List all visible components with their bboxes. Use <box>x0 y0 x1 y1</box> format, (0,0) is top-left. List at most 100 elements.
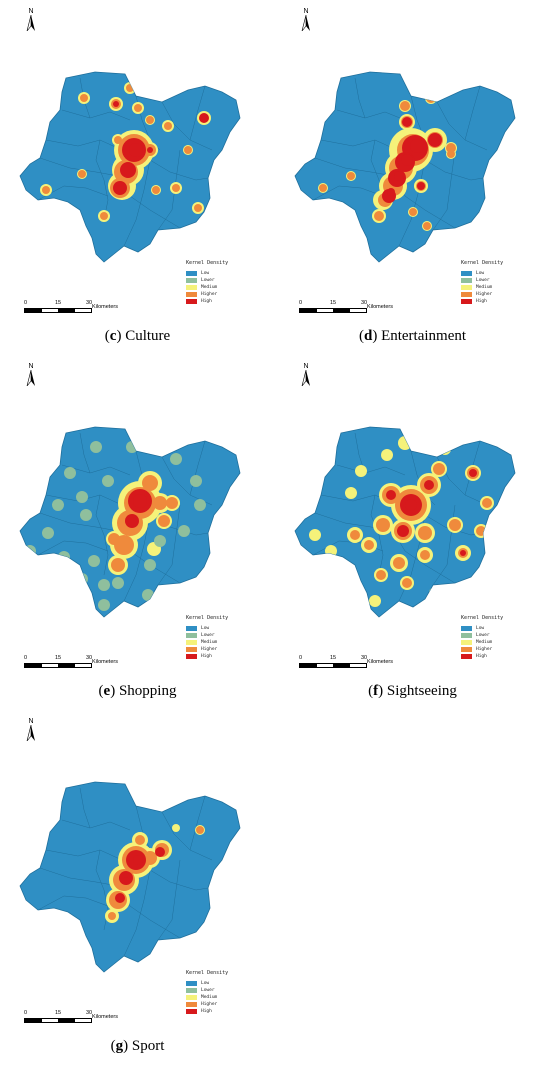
density-hotspot <box>199 113 209 123</box>
legend-item: Low <box>461 625 503 632</box>
scale-tick-label: 30 <box>86 300 93 306</box>
north-label: N <box>303 363 309 370</box>
district-boundary <box>354 77 366 119</box>
legend-swatch <box>461 626 472 631</box>
scale-bar: 0 15 30 Kilometers <box>299 655 429 668</box>
district-boundary <box>45 139 123 151</box>
legend-label: Low <box>476 271 485 276</box>
legend-swatch <box>461 299 472 304</box>
density-hotspot <box>325 545 337 557</box>
density-hotspot <box>80 509 92 521</box>
legend-swatch <box>461 285 472 290</box>
density-hotspot <box>115 893 125 903</box>
panel-letter: c <box>109 328 117 344</box>
legend-swatch <box>186 981 197 986</box>
density-hotspot <box>108 912 116 920</box>
legend-swatch <box>461 654 472 659</box>
legend-item: Medium <box>461 284 503 291</box>
map-legend: Kernel Density Low Lower Medium Higher High <box>461 615 503 660</box>
density-hotspot <box>76 491 88 503</box>
density-hotspot <box>423 222 431 230</box>
legend-swatch <box>461 271 472 276</box>
legend-item: Lower <box>186 987 228 994</box>
density-hotspot <box>24 545 36 557</box>
density-hotspot <box>172 184 180 192</box>
district-boundary <box>39 867 119 887</box>
district-boundary <box>61 819 131 831</box>
density-hotspot <box>418 526 432 540</box>
scale-tick-label: 0 <box>299 655 303 661</box>
scale-bar-graphic <box>24 308 92 313</box>
legend-title: Kernel Density <box>186 615 229 621</box>
density-hotspot <box>347 172 355 180</box>
density-hotspot <box>126 84 134 92</box>
legend-label: Low <box>201 981 210 986</box>
legend-swatch <box>186 647 197 652</box>
legend-swatch <box>186 988 197 993</box>
legend-label: Lower <box>201 278 215 283</box>
district-boundary <box>157 504 181 586</box>
legend-item: Higher <box>186 646 228 653</box>
legend-label: Higher <box>476 647 493 652</box>
density-hotspot <box>153 496 167 510</box>
legend-label: Higher <box>201 647 218 652</box>
scale-tick-label: 30 <box>361 655 368 661</box>
legend-swatch <box>461 278 472 283</box>
density-hotspot <box>147 147 153 153</box>
scale-tick-label: 0 <box>299 300 303 306</box>
density-hotspot <box>449 519 461 531</box>
density-hotspot <box>405 499 417 511</box>
district-boundary <box>161 101 213 151</box>
panel-caption: (e) Shopping <box>98 683 177 699</box>
legend-swatch <box>186 626 197 631</box>
legend-item: Higher <box>461 646 503 653</box>
map-panel-shopping: N Kernel Density Low Lower Medium Higher High 0… <box>0 355 275 710</box>
scale-unit-label: Kilometers <box>92 659 118 665</box>
legend-title: Kernel Density <box>461 615 504 621</box>
north-arrow-icon <box>26 724 35 742</box>
density-hotspot <box>350 530 360 540</box>
legend-item: High <box>186 653 228 660</box>
panel-name: Entertainment <box>377 328 467 344</box>
legend-title: Kernel Density <box>186 260 229 266</box>
density-hotspot <box>355 465 367 477</box>
north-arrow: N <box>26 363 36 388</box>
density-map-shopping <box>19 426 241 618</box>
legend-title: Kernel Density <box>461 260 504 266</box>
legend-label: Medium <box>201 640 218 645</box>
legend-label: Lower <box>476 278 490 283</box>
district-boundary <box>149 869 209 891</box>
density-hotspot <box>158 515 170 527</box>
density-hotspot <box>364 540 374 550</box>
district-boundary <box>149 159 209 181</box>
map-legend: Kernel Density Low Lower Medium Higher High <box>186 615 228 660</box>
legend-item: Lower <box>186 632 228 639</box>
scale-bar: 0 15 30 Kilometers <box>24 300 154 313</box>
district-boundary <box>161 811 213 861</box>
district-boundary <box>436 101 488 151</box>
density-hotspot <box>376 570 386 580</box>
panel-name: Shopping <box>115 683 177 699</box>
district-boundary <box>45 849 123 861</box>
scale-bar: 0 15 30 Kilometers <box>24 655 154 668</box>
district-boundary <box>37 540 109 556</box>
density-hotspot <box>113 101 119 107</box>
district-boundary <box>45 494 123 506</box>
density-hotspot <box>345 487 357 499</box>
density-hotspot <box>134 104 142 112</box>
density-hotspot <box>402 117 412 127</box>
density-map-sport <box>19 781 241 973</box>
panel-letter: g <box>115 1038 124 1054</box>
legend-item: Lower <box>461 632 503 639</box>
density-hotspot <box>178 525 190 537</box>
legend-label: High <box>201 654 212 659</box>
district-boundary <box>123 869 151 957</box>
density-map-entertainment <box>294 71 516 263</box>
legend-swatch <box>186 633 197 638</box>
density-hotspot <box>431 138 439 146</box>
density-hotspot <box>369 595 381 607</box>
legend-item: Higher <box>186 291 228 298</box>
legend-item: Low <box>461 270 503 277</box>
density-hotspot <box>402 578 412 588</box>
legend-label: Higher <box>201 292 218 297</box>
